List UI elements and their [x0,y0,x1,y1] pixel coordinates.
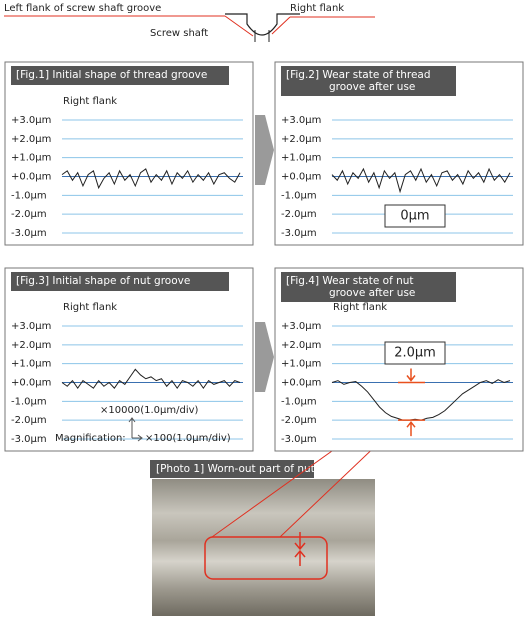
right-flank-label: Right flank [290,3,344,14]
y-tick-label: -1.0μm [11,396,47,407]
panel-title-box [11,66,229,85]
y-tick-label: +0.0μm [281,172,321,183]
y-tick-label: -3.0μm [281,434,317,445]
panel-title: [Fig.4] Wear state of nut [286,275,414,287]
magnification-x: ×100(1.0μm/div) [145,433,231,444]
y-tick-label: +3.0μm [11,115,51,126]
y-tick-label: -2.0μm [281,209,317,220]
note-box [384,204,446,228]
photo [152,479,375,616]
y-tick-label: +3.0μm [281,115,321,126]
shaft-label: Screw shaft [150,28,208,39]
panel-title: groove after use [329,287,415,299]
y-tick-label: -3.0μm [11,228,47,239]
flank-label: Right flank [63,302,117,313]
panel-title: [Fig.2] Wear state of thread [286,69,431,81]
photo-title-box [150,460,314,478]
y-tick-label: +1.0μm [281,359,321,370]
y-tick-label: +1.0μm [11,153,51,164]
y-tick-label: -1.0μm [11,190,47,201]
y-tick-label: +2.0μm [11,340,51,351]
y-tick-label: +2.0μm [281,340,321,351]
panel-title-box [11,272,229,291]
note: 2.0μm [394,346,436,361]
photo-title: [Photo 1] Worn-out part of nut [156,463,315,475]
panel-title: [Fig.3] Initial shape of nut groove [16,275,190,287]
y-tick-label: +0.0μm [11,172,51,183]
magnification-y: ×10000(1.0μm/div) [100,405,199,416]
flank-label: Right flank [63,96,117,107]
y-tick-label: -2.0μm [11,415,47,426]
worn-highlight [204,536,328,580]
profile-trace [331,167,511,194]
y-tick-label: +3.0μm [281,321,321,332]
y-tick-label: +2.0μm [281,134,321,145]
y-tick-label: -1.0μm [281,190,317,201]
wear-marker [398,368,425,437]
y-tick-label: +1.0μm [11,359,51,370]
y-tick-label: +3.0μm [11,321,51,332]
left-flank-label: Left flank of screw shaft groove [4,3,161,14]
y-tick-label: -2.0μm [11,209,47,220]
wear-arrows [294,532,306,566]
arrow [255,115,274,185]
profile-trace [61,368,241,390]
y-tick-label: -2.0μm [281,415,317,426]
y-tick-label: +0.0μm [11,378,51,389]
note: 0μm [400,209,429,224]
panel-title-box [281,66,456,96]
y-tick-label: +0.0μm [281,378,321,389]
magnification-arrows [128,417,143,442]
arrow [255,322,274,392]
profile-trace [61,168,241,190]
y-tick-label: +2.0μm [11,134,51,145]
y-tick-label: -3.0μm [281,228,317,239]
panel-title: [Fig.1] Initial shape of thread groove [16,69,207,81]
y-tick-label: -3.0μm [11,434,47,445]
panel-title: groove after use [329,81,415,93]
magnification-label: Magnification: [55,433,126,444]
note-box [384,341,446,365]
panel-title-box [281,272,456,302]
y-tick-label: -1.0μm [281,396,317,407]
flank-label: Right flank [333,302,387,313]
y-tick-label: +1.0μm [281,153,321,164]
groove-schematic [4,13,375,42]
